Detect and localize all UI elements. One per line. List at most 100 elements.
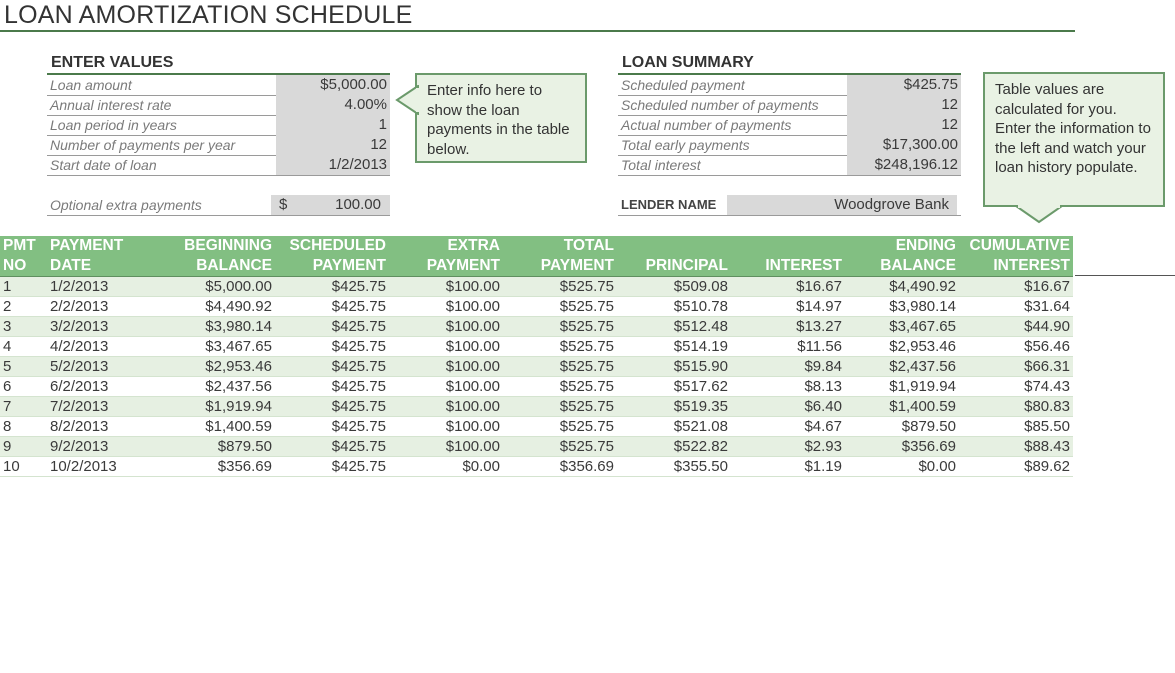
extra-payments-field: Optional extra payments $100.00 [47,195,390,216]
table-cell: $66.31 [959,356,1073,377]
header-line-2: INTEREST [993,257,1070,274]
table-cell: $522.82 [617,436,731,457]
column-header: PRINCIPAL [617,236,731,277]
extra-payments-value: 100.00 [335,196,381,213]
extra-payments-input[interactable]: $100.00 [271,195,390,215]
lender-name-input[interactable]: Woodgrove Bank [727,195,957,215]
table-cell: 1 [0,276,47,297]
column-header: PAYMENT DATE [47,236,161,277]
payments-per-year-field-value[interactable]: 12 [276,135,390,155]
table-cell: $356.69 [161,456,275,477]
table-cell: $525.75 [503,416,617,437]
table-cell: $355.50 [617,456,731,477]
header-line-1: BEGINNING [184,237,272,254]
scheduled-number-payments-value: 12 [847,95,961,115]
table-cell: $425.75 [275,416,389,437]
table-cell: $5,000.00 [161,276,275,297]
table-cell: 8 [0,416,47,437]
table-cell: $88.43 [959,436,1073,457]
table-cell: $3,980.14 [845,296,959,317]
table-cell: 7/2/2013 [47,396,161,417]
table-cell: $14.97 [731,296,845,317]
callout-pointer-icon [1015,205,1063,224]
table-cell: $525.75 [503,276,617,297]
table-cell: 3 [0,316,47,337]
table-cell: $16.67 [731,276,845,297]
loan-period-field-value[interactable]: 1 [276,115,390,135]
column-header: EXTRA PAYMENT [389,236,503,277]
loan-amount-field-label: Loan amount [50,77,132,93]
header-line-1: PMT [3,237,36,254]
table-cell: $4,490.92 [161,296,275,317]
table-cell: $85.50 [959,416,1073,437]
table-cell: $509.08 [617,276,731,297]
loan-summary-rule [618,73,961,75]
table-cell: $100.00 [389,396,503,417]
column-header: BEGINNING BALANCE [161,236,275,277]
annual-interest-rate-field-value[interactable]: 4.00% [276,95,390,115]
header-line-2: INTEREST [765,257,842,274]
header-line-2: BALANCE [880,257,956,274]
table-cell: $525.75 [503,296,617,317]
table-row: 3 3/2/2013 $3,980.14 $425.75 $100.00 $525.75 $… [0,316,1073,337]
enter-values-heading: ENTER VALUES [51,54,174,71]
table-cell: $425.75 [275,436,389,457]
table-cell: $31.64 [959,296,1073,317]
enter-values-rule [47,73,390,75]
table-cell: $44.90 [959,316,1073,337]
table-cell: $0.00 [389,456,503,477]
table-cell: 7 [0,396,47,417]
table-cell: $13.27 [731,316,845,337]
table-cell: $512.48 [617,316,731,337]
start-date-field-value[interactable]: 1/2/2013 [276,155,390,175]
table-cell: $2,437.56 [845,356,959,377]
header-line-2: PAYMENT [426,257,500,274]
payments-per-year-field: Number of payments per year 12 [47,135,390,156]
header-line-1: CUMULATIVE [969,237,1070,254]
actual-number-payments: Actual number of payments 12 [618,115,961,136]
loan-period-field: Loan period in years 1 [47,115,390,136]
table-row: 9 9/2/2013 $879.50 $425.75 $100.00 $525.75 $52… [0,436,1073,457]
header-line-1: TOTAL [563,237,614,254]
header-line-2: NO [3,257,27,274]
table-cell: 2 [0,296,47,317]
table-cell: $879.50 [845,416,959,437]
table-cell: $100.00 [389,376,503,397]
table-cell: $425.75 [275,396,389,417]
column-header: SCHEDULED PAYMENT [275,236,389,277]
annual-interest-rate-field: Annual interest rate 4.00% [47,95,390,116]
callout-text: Table values are calculated for you. Ent… [995,81,1151,176]
column-header: CUMULATIVE INTEREST [959,236,1073,277]
start-date-field-label: Start date of loan [50,157,157,173]
table-cell: $2,953.46 [161,356,275,377]
table-cell: $1,919.94 [845,376,959,397]
loan-period-field-label: Loan period in years [50,117,177,133]
table-cell: $1,919.94 [161,396,275,417]
scheduled-number-payments: Scheduled number of payments 12 [618,95,961,116]
header-line-2: PAYMENT [540,257,614,274]
callout-text: Enter info here to show the loan payment… [427,82,570,158]
table-cell: $3,467.65 [161,336,275,357]
column-header: ENDING BALANCE [845,236,959,277]
table-cell: $80.83 [959,396,1073,417]
header-line-2: PRINCIPAL [645,257,728,274]
actual-number-payments-value: 12 [847,115,961,135]
table-cell: $4.67 [731,416,845,437]
table-cell: $100.00 [389,296,503,317]
header-line-2: PAYMENT [312,257,386,274]
header-line-1: SCHEDULED [289,237,386,254]
column-header: TOTAL PAYMENT [503,236,617,277]
table-row: 6 6/2/2013 $2,437.56 $425.75 $100.00 $525.75 $… [0,376,1073,397]
table-cell: $514.19 [617,336,731,357]
table-cell: $16.67 [959,276,1073,297]
divider [1075,275,1175,276]
table-cell: $425.75 [275,296,389,317]
table-cell: 3/2/2013 [47,316,161,337]
header-line-1: ENDING [895,237,956,254]
loan-amount-field-value[interactable]: $5,000.00 [276,75,390,95]
currency-symbol: $ [279,196,288,213]
table-cell: $74.43 [959,376,1073,397]
loan-amount-field: Loan amount $5,000.00 [47,75,390,96]
total-interest-value: $248,196.12 [847,155,961,175]
enter-info-callout: Enter info here to show the loan payment… [395,73,587,163]
